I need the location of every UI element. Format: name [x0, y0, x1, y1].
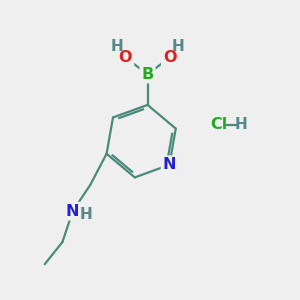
- Text: H: H: [80, 207, 92, 222]
- Text: H: H: [110, 39, 123, 54]
- Text: B: B: [141, 67, 154, 82]
- Text: O: O: [163, 50, 176, 65]
- Text: N: N: [163, 157, 176, 172]
- Text: O: O: [119, 50, 132, 65]
- Text: Cl: Cl: [211, 118, 228, 133]
- Text: H: H: [235, 118, 248, 133]
- Text: N: N: [66, 204, 80, 219]
- Text: H: H: [172, 39, 185, 54]
